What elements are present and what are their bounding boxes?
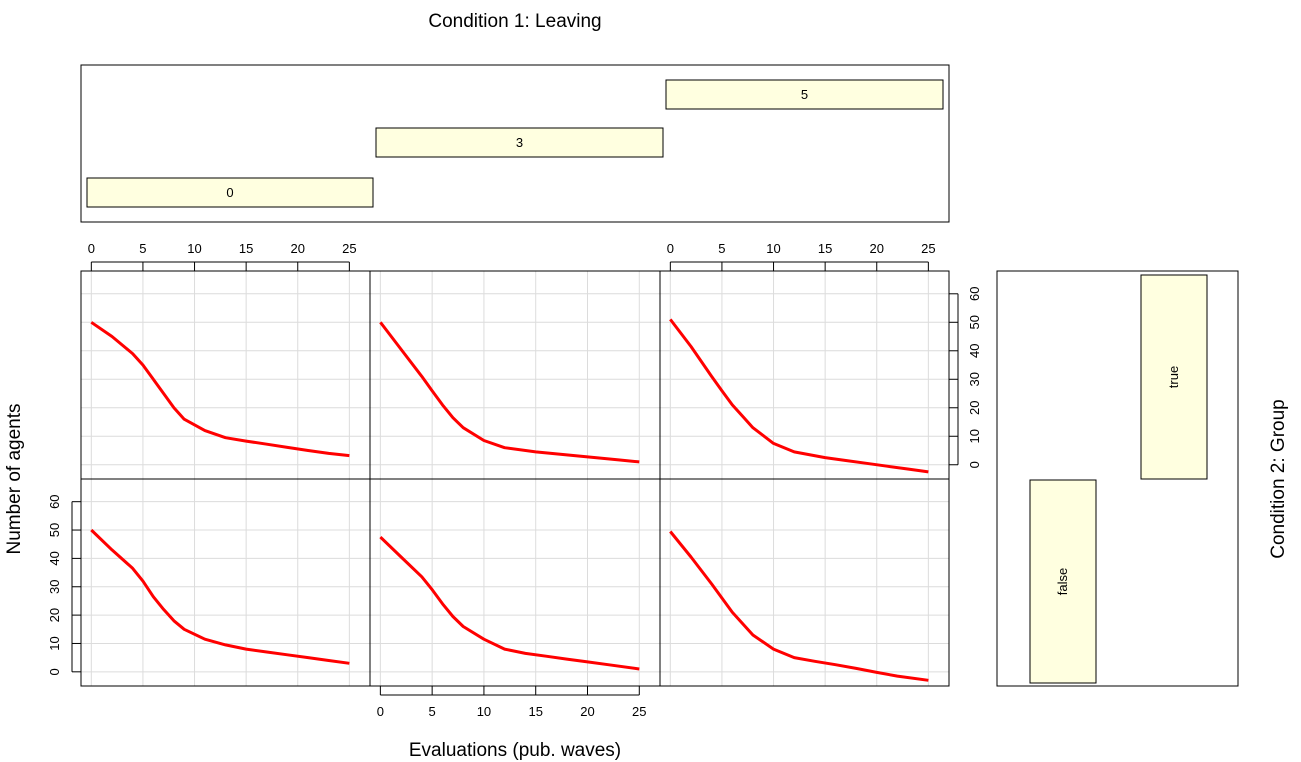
axis-ticks: 0 5 10 15 20 25 0 5 10 15 20 25 0 5 10 15 20 25 0 10 20 30 40 5… xyxy=(47,241,982,719)
row-strip-true xyxy=(1140,274,1208,480)
column-condition-box xyxy=(80,64,950,223)
x-tick-label: 20 xyxy=(580,704,594,719)
x-tick-label: 0 xyxy=(88,241,95,256)
series-line-5-false xyxy=(669,530,929,682)
x-tick-label: 5 xyxy=(718,241,725,256)
column-strip-3 xyxy=(375,127,664,158)
y-tick-label: 30 xyxy=(47,580,62,594)
x-tick-label: 10 xyxy=(766,241,780,256)
y-tick-label: 60 xyxy=(47,494,62,508)
y-tick-label: 20 xyxy=(47,608,62,622)
x-tick-label: 5 xyxy=(429,704,436,719)
y-tick-label: 30 xyxy=(967,372,982,386)
y-tick-label: 0 xyxy=(967,461,982,468)
y-tick-label: 50 xyxy=(967,315,982,329)
x-tick-label: 15 xyxy=(818,241,832,256)
y-tick-label: 20 xyxy=(967,401,982,415)
y-tick-label: 40 xyxy=(967,344,982,358)
series-line-0-true xyxy=(90,321,350,458)
x-tick-label: 20 xyxy=(291,241,305,256)
y-tick-label: 60 xyxy=(967,287,982,301)
x-tick-label: 10 xyxy=(187,241,201,256)
column-strip-0 xyxy=(86,177,374,208)
y-tick-label: 10 xyxy=(967,429,982,443)
chart-title: Condition 1: Leaving xyxy=(428,11,601,32)
column-strip-label: 5 xyxy=(801,87,808,102)
condition-strips: 0 3 5 true false xyxy=(86,79,1208,684)
x-tick-label: 25 xyxy=(342,241,356,256)
series-line-5-true xyxy=(669,318,929,474)
row-strip-label: false xyxy=(1055,568,1070,595)
x-tick-label: 25 xyxy=(921,241,935,256)
column-strip-label: 3 xyxy=(516,135,523,150)
row-strip-label: true xyxy=(1166,366,1181,388)
x-tick-label: 10 xyxy=(477,704,491,719)
x-tick-label: 0 xyxy=(667,241,674,256)
x-tick-label: 0 xyxy=(377,704,384,719)
series-line-3-false xyxy=(379,536,640,671)
x-tick-label: 15 xyxy=(239,241,253,256)
column-strip-label: 0 xyxy=(226,185,233,200)
row-condition-box xyxy=(996,270,1239,687)
series-line-0-false xyxy=(90,528,350,665)
y-tick-label: 40 xyxy=(47,551,62,565)
x-tick-label: 5 xyxy=(139,241,146,256)
x-tick-label: 20 xyxy=(870,241,884,256)
y-tick-label: 10 xyxy=(47,636,62,650)
x-axis-title: Evaluations (pub. waves) xyxy=(409,740,621,761)
row-strip-false xyxy=(1029,479,1097,684)
series-line-3-true xyxy=(379,321,640,464)
column-strip-5 xyxy=(665,79,944,110)
y-tick-label: 0 xyxy=(47,668,62,675)
y-axis-title: Number of agents xyxy=(4,403,25,554)
x-tick-label: 25 xyxy=(632,704,646,719)
row-condition-title: Condition 2: Group xyxy=(1268,399,1289,559)
series-lines xyxy=(90,318,929,682)
y-tick-label: 50 xyxy=(47,523,62,537)
x-tick-label: 15 xyxy=(528,704,542,719)
panel-frames xyxy=(80,270,950,687)
